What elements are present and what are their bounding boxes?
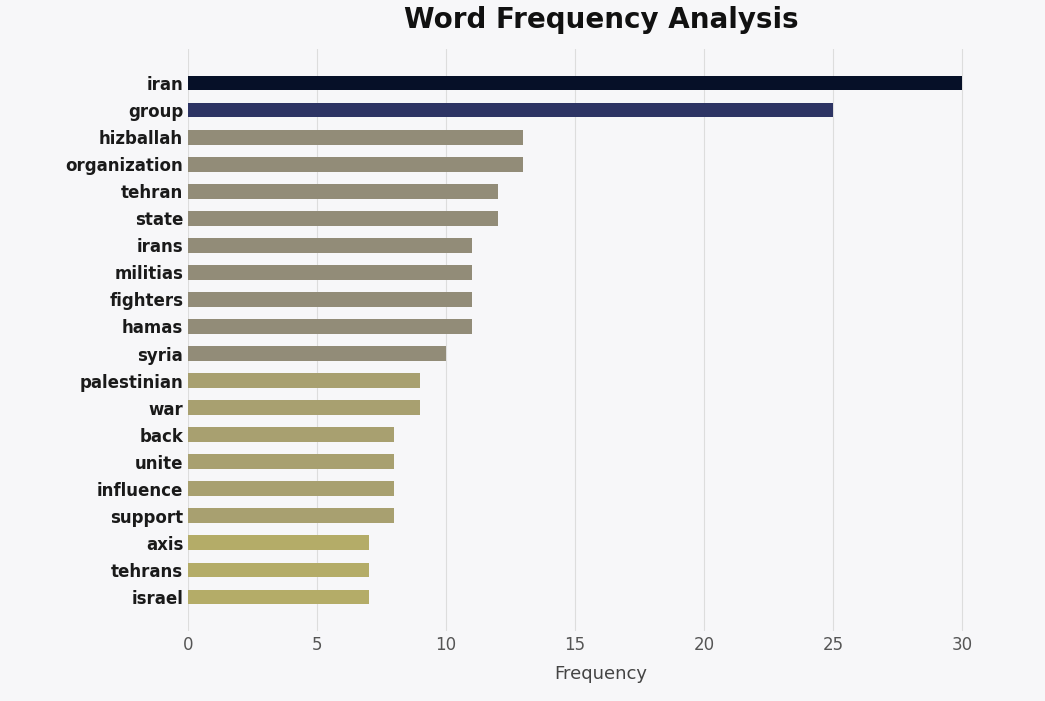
Bar bbox=[188, 454, 394, 469]
Bar bbox=[188, 482, 394, 496]
Bar bbox=[188, 102, 833, 118]
Bar bbox=[188, 427, 394, 442]
Bar bbox=[188, 562, 369, 578]
Bar bbox=[188, 319, 472, 334]
Bar bbox=[188, 346, 446, 361]
Bar bbox=[188, 292, 472, 307]
Bar bbox=[188, 130, 524, 144]
Bar bbox=[188, 238, 472, 253]
X-axis label: Frequency: Frequency bbox=[555, 665, 647, 683]
Bar bbox=[188, 400, 420, 415]
Bar bbox=[188, 536, 369, 550]
Bar bbox=[188, 157, 524, 172]
Title: Word Frequency Analysis: Word Frequency Analysis bbox=[403, 6, 798, 34]
Bar bbox=[188, 211, 497, 226]
Bar bbox=[188, 76, 962, 90]
Bar bbox=[188, 373, 420, 388]
Bar bbox=[188, 184, 497, 198]
Bar bbox=[188, 265, 472, 280]
Bar bbox=[188, 590, 369, 604]
Bar bbox=[188, 508, 394, 523]
